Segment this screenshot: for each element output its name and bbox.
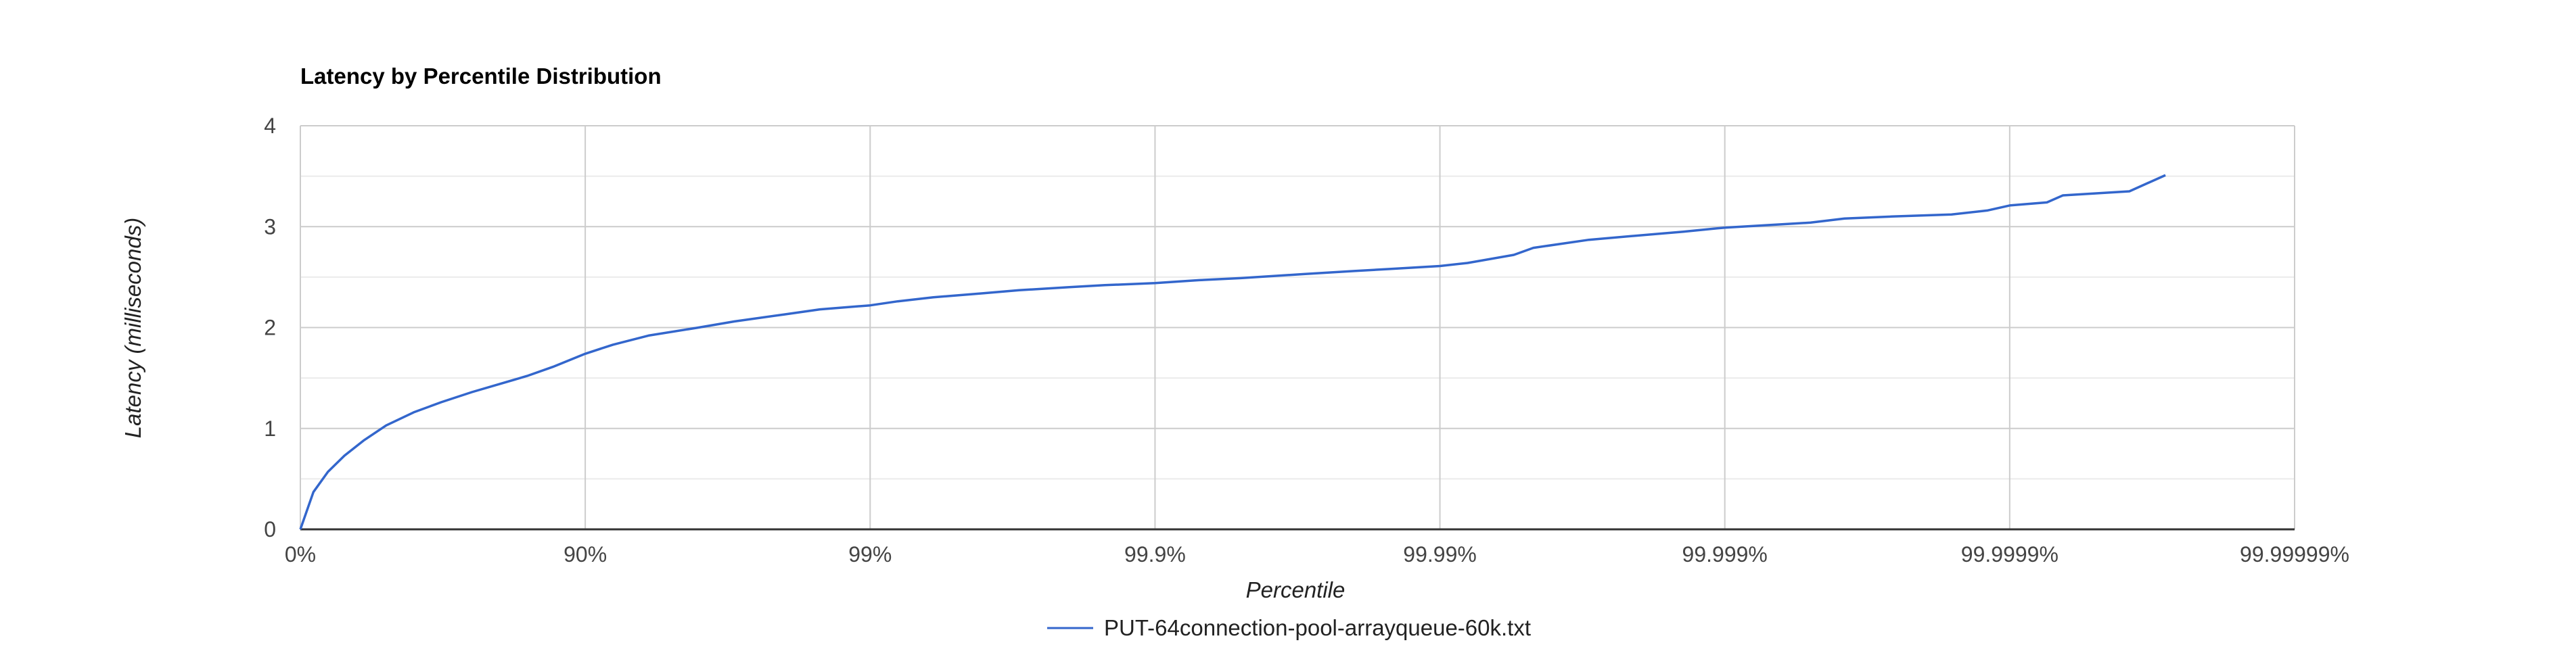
legend-label: PUT-64connection-pool-arrayqueue-60k.txt xyxy=(1104,615,1531,640)
x-tick-label: 90% xyxy=(564,542,607,567)
x-tick-label: 99.99999% xyxy=(2240,542,2349,567)
label-layer: 0 1 2 3 4 0% 90% 99% 99.9% 99.99% 99.999% 99.9999% 9… xyxy=(264,114,2349,567)
chart-title: Latency by Percentile Distribution xyxy=(300,64,662,89)
axis-layer xyxy=(300,126,2295,531)
y-axis-title: Latency (milliseconds) xyxy=(120,218,145,438)
y-tick-label: 0 xyxy=(264,517,276,542)
series-layer xyxy=(299,174,2166,530)
x-tick-label: 99.99% xyxy=(1403,542,1477,567)
grid-layer xyxy=(300,125,2295,529)
y-tick-label: 2 xyxy=(264,316,276,340)
y-tick-label: 3 xyxy=(264,214,276,239)
y-tick-label: 1 xyxy=(264,416,276,441)
x-axis-title: Percentile xyxy=(1246,577,1346,602)
x-tick-label: 99.999% xyxy=(1682,542,1768,567)
series-line[interactable] xyxy=(299,174,2166,530)
x-tick-label: 99.9999% xyxy=(1961,542,2058,567)
x-tick-label: 99.9% xyxy=(1124,542,1186,567)
legend[interactable]: PUT-64connection-pool-arrayqueue-60k.txt xyxy=(1047,615,1531,640)
x-tick-label: 0% xyxy=(285,542,316,567)
y-tick-label: 4 xyxy=(264,114,276,138)
x-tick-label: 99% xyxy=(848,542,892,567)
